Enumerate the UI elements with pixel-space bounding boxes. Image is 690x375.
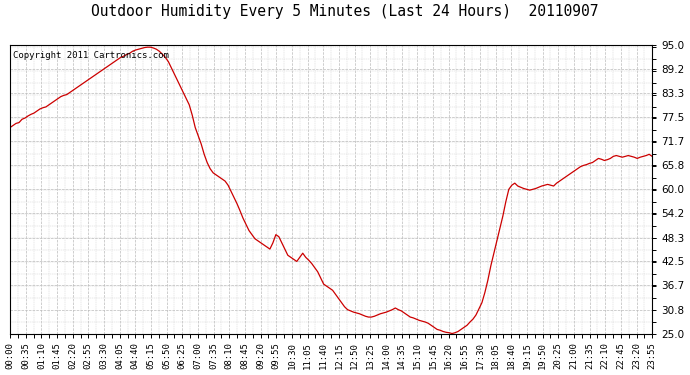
Text: Copyright 2011 Cartronics.com: Copyright 2011 Cartronics.com (13, 51, 169, 60)
Text: Outdoor Humidity Every 5 Minutes (Last 24 Hours)  20110907: Outdoor Humidity Every 5 Minutes (Last 2… (91, 4, 599, 19)
